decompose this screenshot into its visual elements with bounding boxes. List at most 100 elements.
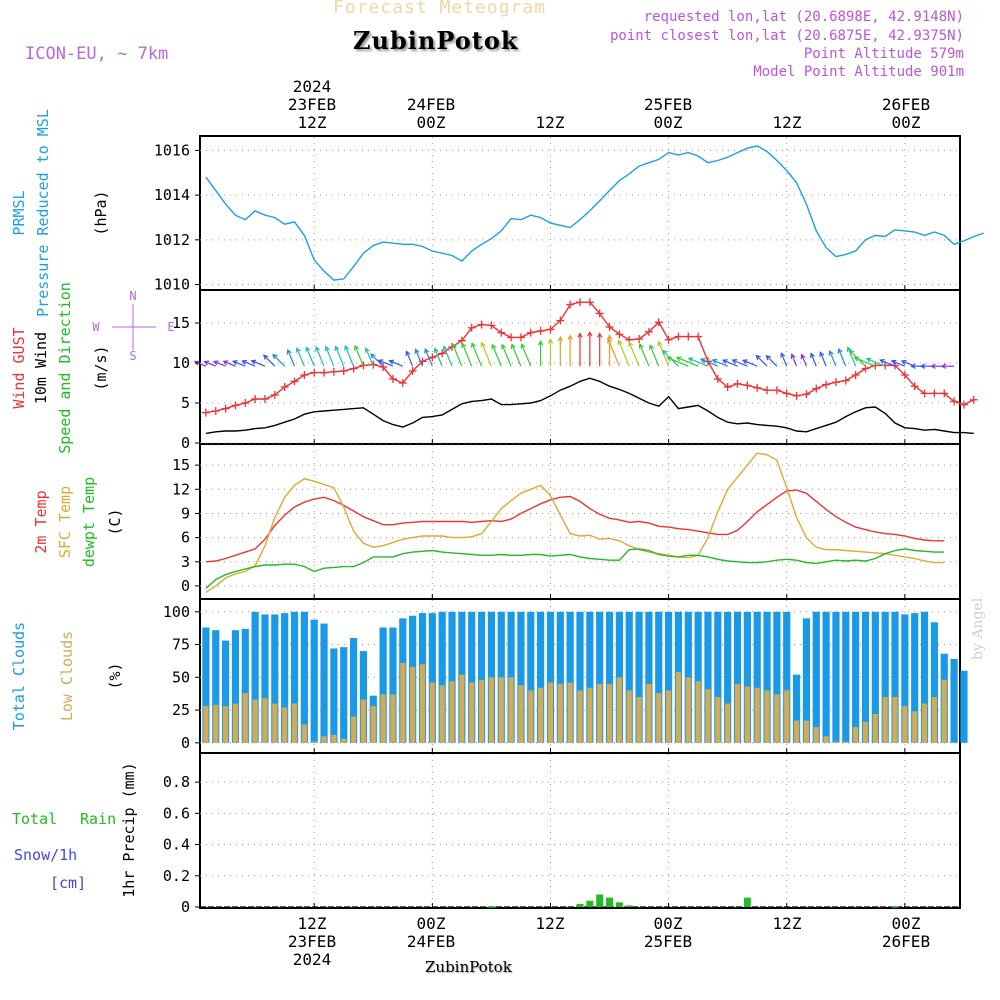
low-cloud-bar bbox=[715, 696, 721, 743]
low-cloud-bar bbox=[252, 699, 258, 743]
total-cloud-bar bbox=[359, 651, 368, 743]
total-cloud-bar bbox=[783, 611, 791, 743]
low-cloud-bar bbox=[774, 694, 780, 743]
wind-arrow bbox=[675, 356, 699, 367]
wind-arrow bbox=[809, 352, 817, 367]
low-cloud-bar bbox=[498, 677, 504, 743]
gust-marker bbox=[507, 333, 516, 342]
clouds-ylabel-1: 25 bbox=[172, 701, 190, 719]
wind-arrow bbox=[846, 346, 857, 367]
total-cloud-bar bbox=[389, 627, 397, 743]
total-cloud-bar bbox=[714, 611, 722, 743]
rain-bar bbox=[615, 902, 623, 907]
total-cloud-bar bbox=[330, 648, 338, 743]
top-hour-3: 00Z bbox=[654, 113, 683, 132]
low-cloud-bar bbox=[587, 687, 593, 743]
total-cloud-bar bbox=[842, 611, 850, 743]
total-cloud-bar bbox=[271, 614, 279, 743]
rain-bar bbox=[891, 906, 899, 908]
sfc-temp-line bbox=[205, 452, 945, 593]
wind-compass: W E N S bbox=[92, 289, 174, 363]
precip-rain-label: Rain bbox=[80, 810, 116, 828]
gust-marker bbox=[822, 380, 831, 389]
gust-marker bbox=[369, 360, 378, 369]
pressure-ylabel-3: 1016 bbox=[154, 141, 190, 159]
gust-marker bbox=[290, 377, 299, 386]
total-cloud-bar bbox=[241, 628, 249, 743]
precip-ylabel-3: 0.6 bbox=[163, 804, 190, 822]
total-cloud-bar bbox=[881, 611, 889, 743]
wind-arrow bbox=[638, 342, 650, 367]
pressure-ylabel-2: 1014 bbox=[154, 186, 190, 204]
wind-arrow bbox=[800, 353, 807, 367]
total-cloud-bar bbox=[684, 611, 692, 743]
low-cloud-bar bbox=[666, 690, 672, 743]
total-cloud-bar bbox=[566, 611, 574, 743]
low-cloud-bar bbox=[872, 714, 878, 743]
low-cloud-bar bbox=[360, 699, 367, 743]
top-hour-4: 12Z bbox=[773, 113, 802, 132]
low-cloud-bar bbox=[833, 741, 839, 743]
total-cloud-bar bbox=[202, 627, 210, 743]
precip-axis-label: 1hr Precip (mm) bbox=[120, 762, 138, 897]
wind-arrow bbox=[212, 360, 226, 367]
low-cloud-bar bbox=[656, 693, 662, 743]
clouds-ylabel-0: 0 bbox=[181, 734, 190, 752]
top-date-5: 26FEB bbox=[882, 95, 930, 114]
total-clouds-label: Total Clouds bbox=[10, 622, 28, 730]
low-cloud-bar bbox=[764, 690, 770, 743]
precip-ylabel-2: 0.4 bbox=[163, 836, 190, 854]
gust-marker bbox=[930, 389, 939, 398]
pressure-ylabel-0: 1010 bbox=[154, 276, 190, 294]
total-cloud-bar bbox=[812, 611, 820, 743]
wind-arrow bbox=[607, 337, 620, 367]
low-cloud-bar bbox=[508, 677, 514, 743]
station-name: ZubinPotok bbox=[353, 26, 519, 55]
total-cloud-bar bbox=[694, 611, 702, 743]
temp-ylabel-1: 3 bbox=[181, 553, 190, 571]
wind-arrow bbox=[865, 357, 886, 367]
gust-marker bbox=[950, 397, 959, 406]
low-cloud-bar bbox=[606, 683, 613, 743]
gust-marker bbox=[753, 383, 762, 392]
closest-coords: point closest lon,lat (20.6875E, 42.9375… bbox=[609, 28, 964, 44]
total-cloud-bar bbox=[861, 611, 870, 743]
bottom-date-3: 25FEB bbox=[644, 932, 692, 951]
total-cloud-bar bbox=[871, 611, 879, 743]
bottom-date-1: 24FEB bbox=[407, 932, 455, 951]
total-cloud-bar bbox=[300, 611, 308, 743]
gust-marker bbox=[615, 330, 624, 339]
wind-arrow bbox=[828, 350, 837, 367]
wind-arrow bbox=[193, 360, 207, 367]
bottom-date-0: 23FEB bbox=[288, 932, 336, 951]
wind-arrow bbox=[295, 347, 305, 367]
low-cloud-bar bbox=[419, 664, 426, 743]
total-cloud-bar bbox=[428, 613, 436, 743]
compass-west: W bbox=[92, 320, 100, 334]
wind-arrow bbox=[940, 363, 955, 369]
wind-arrow bbox=[853, 356, 876, 367]
total-cloud-bar bbox=[911, 613, 919, 743]
chart-frame bbox=[199, 135, 961, 909]
gust-marker bbox=[713, 375, 722, 383]
wind-arrow bbox=[334, 345, 345, 367]
low-cloud-bar bbox=[567, 682, 573, 743]
wind-arrow bbox=[721, 359, 738, 367]
low-cloud-bar bbox=[282, 707, 288, 743]
gust-marker bbox=[674, 332, 683, 341]
low-cloud-bar bbox=[370, 706, 376, 743]
clouds-ylabel-2: 50 bbox=[172, 668, 190, 686]
total-cloud-bar bbox=[655, 611, 663, 743]
low-cloud-bar bbox=[528, 690, 534, 743]
clouds-units: (%) bbox=[106, 662, 124, 689]
wind-arrow bbox=[755, 354, 768, 367]
wind-ylabel-1: 5 bbox=[181, 394, 190, 412]
gust-marker bbox=[556, 316, 565, 325]
gust-marker bbox=[920, 389, 929, 398]
gust-marker bbox=[497, 328, 506, 337]
low-cloud-bar bbox=[449, 681, 455, 743]
wind-arrow bbox=[790, 353, 798, 367]
gust-marker bbox=[388, 375, 397, 383]
10m-wind-line bbox=[205, 377, 974, 435]
gust-marker bbox=[694, 332, 703, 341]
